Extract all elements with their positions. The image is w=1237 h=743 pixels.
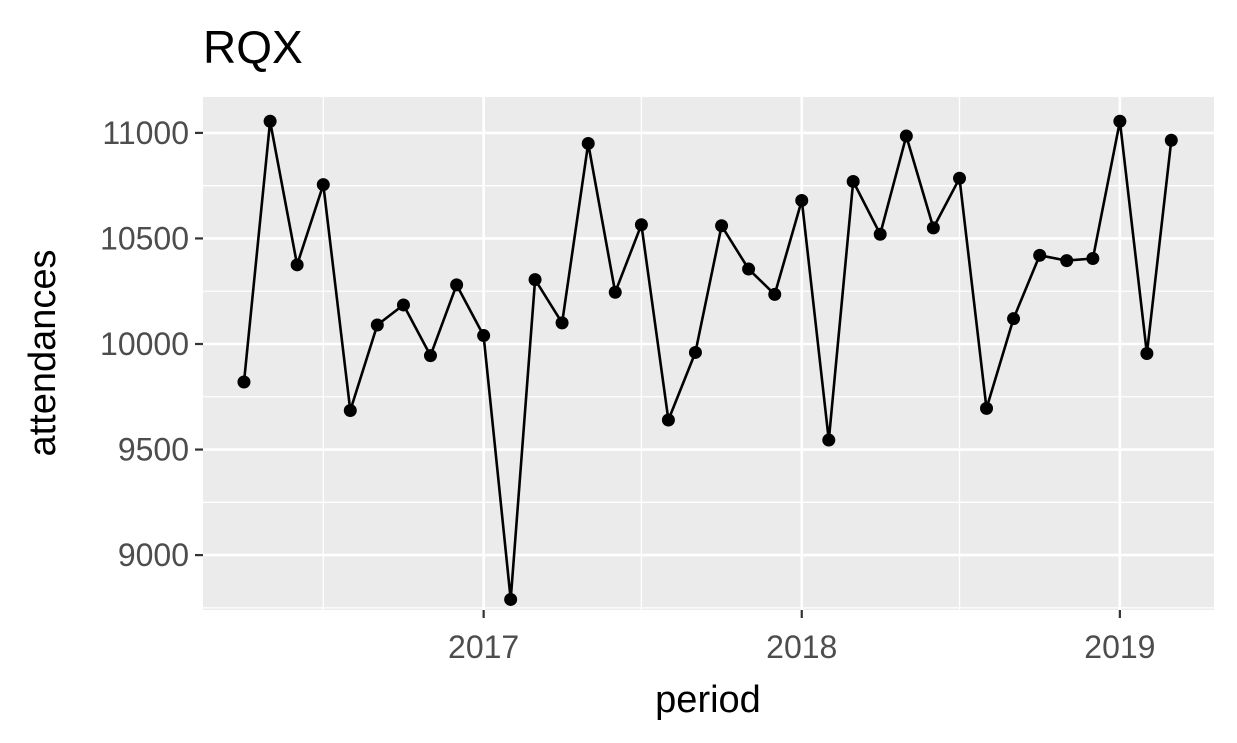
data-point — [1140, 347, 1154, 360]
plot-panel — [203, 97, 1214, 610]
y-axis: 9000 9500 10000 10500 11000 — [100, 115, 203, 573]
data-point — [1007, 312, 1021, 326]
data-point — [370, 318, 384, 332]
data-point — [1113, 114, 1127, 128]
data-point — [846, 174, 860, 188]
data-point — [237, 375, 251, 389]
data-point — [1060, 254, 1074, 268]
data-point — [926, 221, 940, 235]
data-point — [263, 114, 277, 128]
y-tick-label: 11000 — [102, 115, 189, 151]
y-tick-label: 10000 — [100, 326, 189, 362]
data-point — [477, 329, 491, 343]
data-point — [396, 298, 410, 312]
data-point — [528, 273, 542, 287]
data-point — [1033, 248, 1047, 262]
data-point — [450, 278, 464, 292]
x-tick-label: 2017 — [448, 629, 519, 665]
data-point — [634, 218, 648, 232]
data-point — [980, 401, 994, 415]
x-tick-label: 2019 — [1084, 629, 1155, 665]
data-point — [608, 285, 622, 299]
y-tick-label: 10500 — [100, 220, 189, 256]
data-point — [290, 258, 304, 272]
data-point — [661, 413, 675, 427]
series-points-group — [237, 114, 1178, 606]
data-point — [953, 171, 967, 185]
data-point — [873, 227, 887, 241]
data-point — [768, 287, 782, 301]
x-tick-label: 2018 — [766, 629, 837, 665]
data-point — [715, 219, 729, 233]
data-point — [1086, 252, 1100, 265]
data-point — [423, 349, 437, 363]
y-axis-title: attendances — [22, 249, 64, 456]
data-point — [1164, 133, 1178, 147]
y-tick-label: 9000 — [118, 537, 189, 573]
data-point — [822, 433, 836, 447]
data-point — [555, 316, 569, 330]
data-point — [581, 136, 595, 150]
data-point — [504, 592, 518, 606]
data-point — [795, 193, 809, 207]
data-point — [343, 404, 357, 417]
y-tick-label: 9500 — [118, 432, 189, 468]
x-axis: 2017 2018 2019 — [448, 610, 1155, 665]
data-point — [899, 129, 913, 143]
x-axis-title: period — [655, 679, 761, 721]
data-point — [688, 345, 702, 359]
chart-title: RQX — [203, 21, 303, 73]
data-point — [316, 178, 330, 192]
data-point — [742, 262, 756, 276]
